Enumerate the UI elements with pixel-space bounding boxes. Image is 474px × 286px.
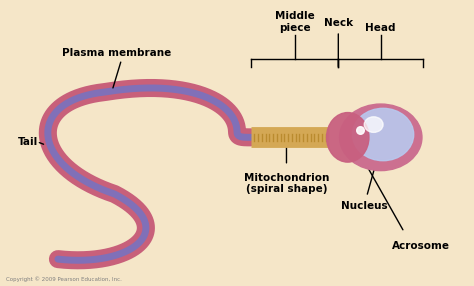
Text: Acrosome: Acrosome <box>392 241 450 251</box>
Text: Nucleus: Nucleus <box>341 201 388 211</box>
Ellipse shape <box>327 113 369 162</box>
Text: Neck: Neck <box>324 18 353 28</box>
Ellipse shape <box>339 104 422 171</box>
Text: Mitochondrion
(spiral shape): Mitochondrion (spiral shape) <box>244 173 329 194</box>
Text: Head: Head <box>365 23 396 33</box>
Text: Copyright © 2009 Pearson Education, Inc.: Copyright © 2009 Pearson Education, Inc. <box>6 276 122 282</box>
Text: Tail: Tail <box>18 137 38 147</box>
Ellipse shape <box>353 108 414 161</box>
Text: Middle
piece: Middle piece <box>275 11 315 33</box>
Text: Plasma membrane: Plasma membrane <box>62 48 172 58</box>
Ellipse shape <box>364 117 383 132</box>
